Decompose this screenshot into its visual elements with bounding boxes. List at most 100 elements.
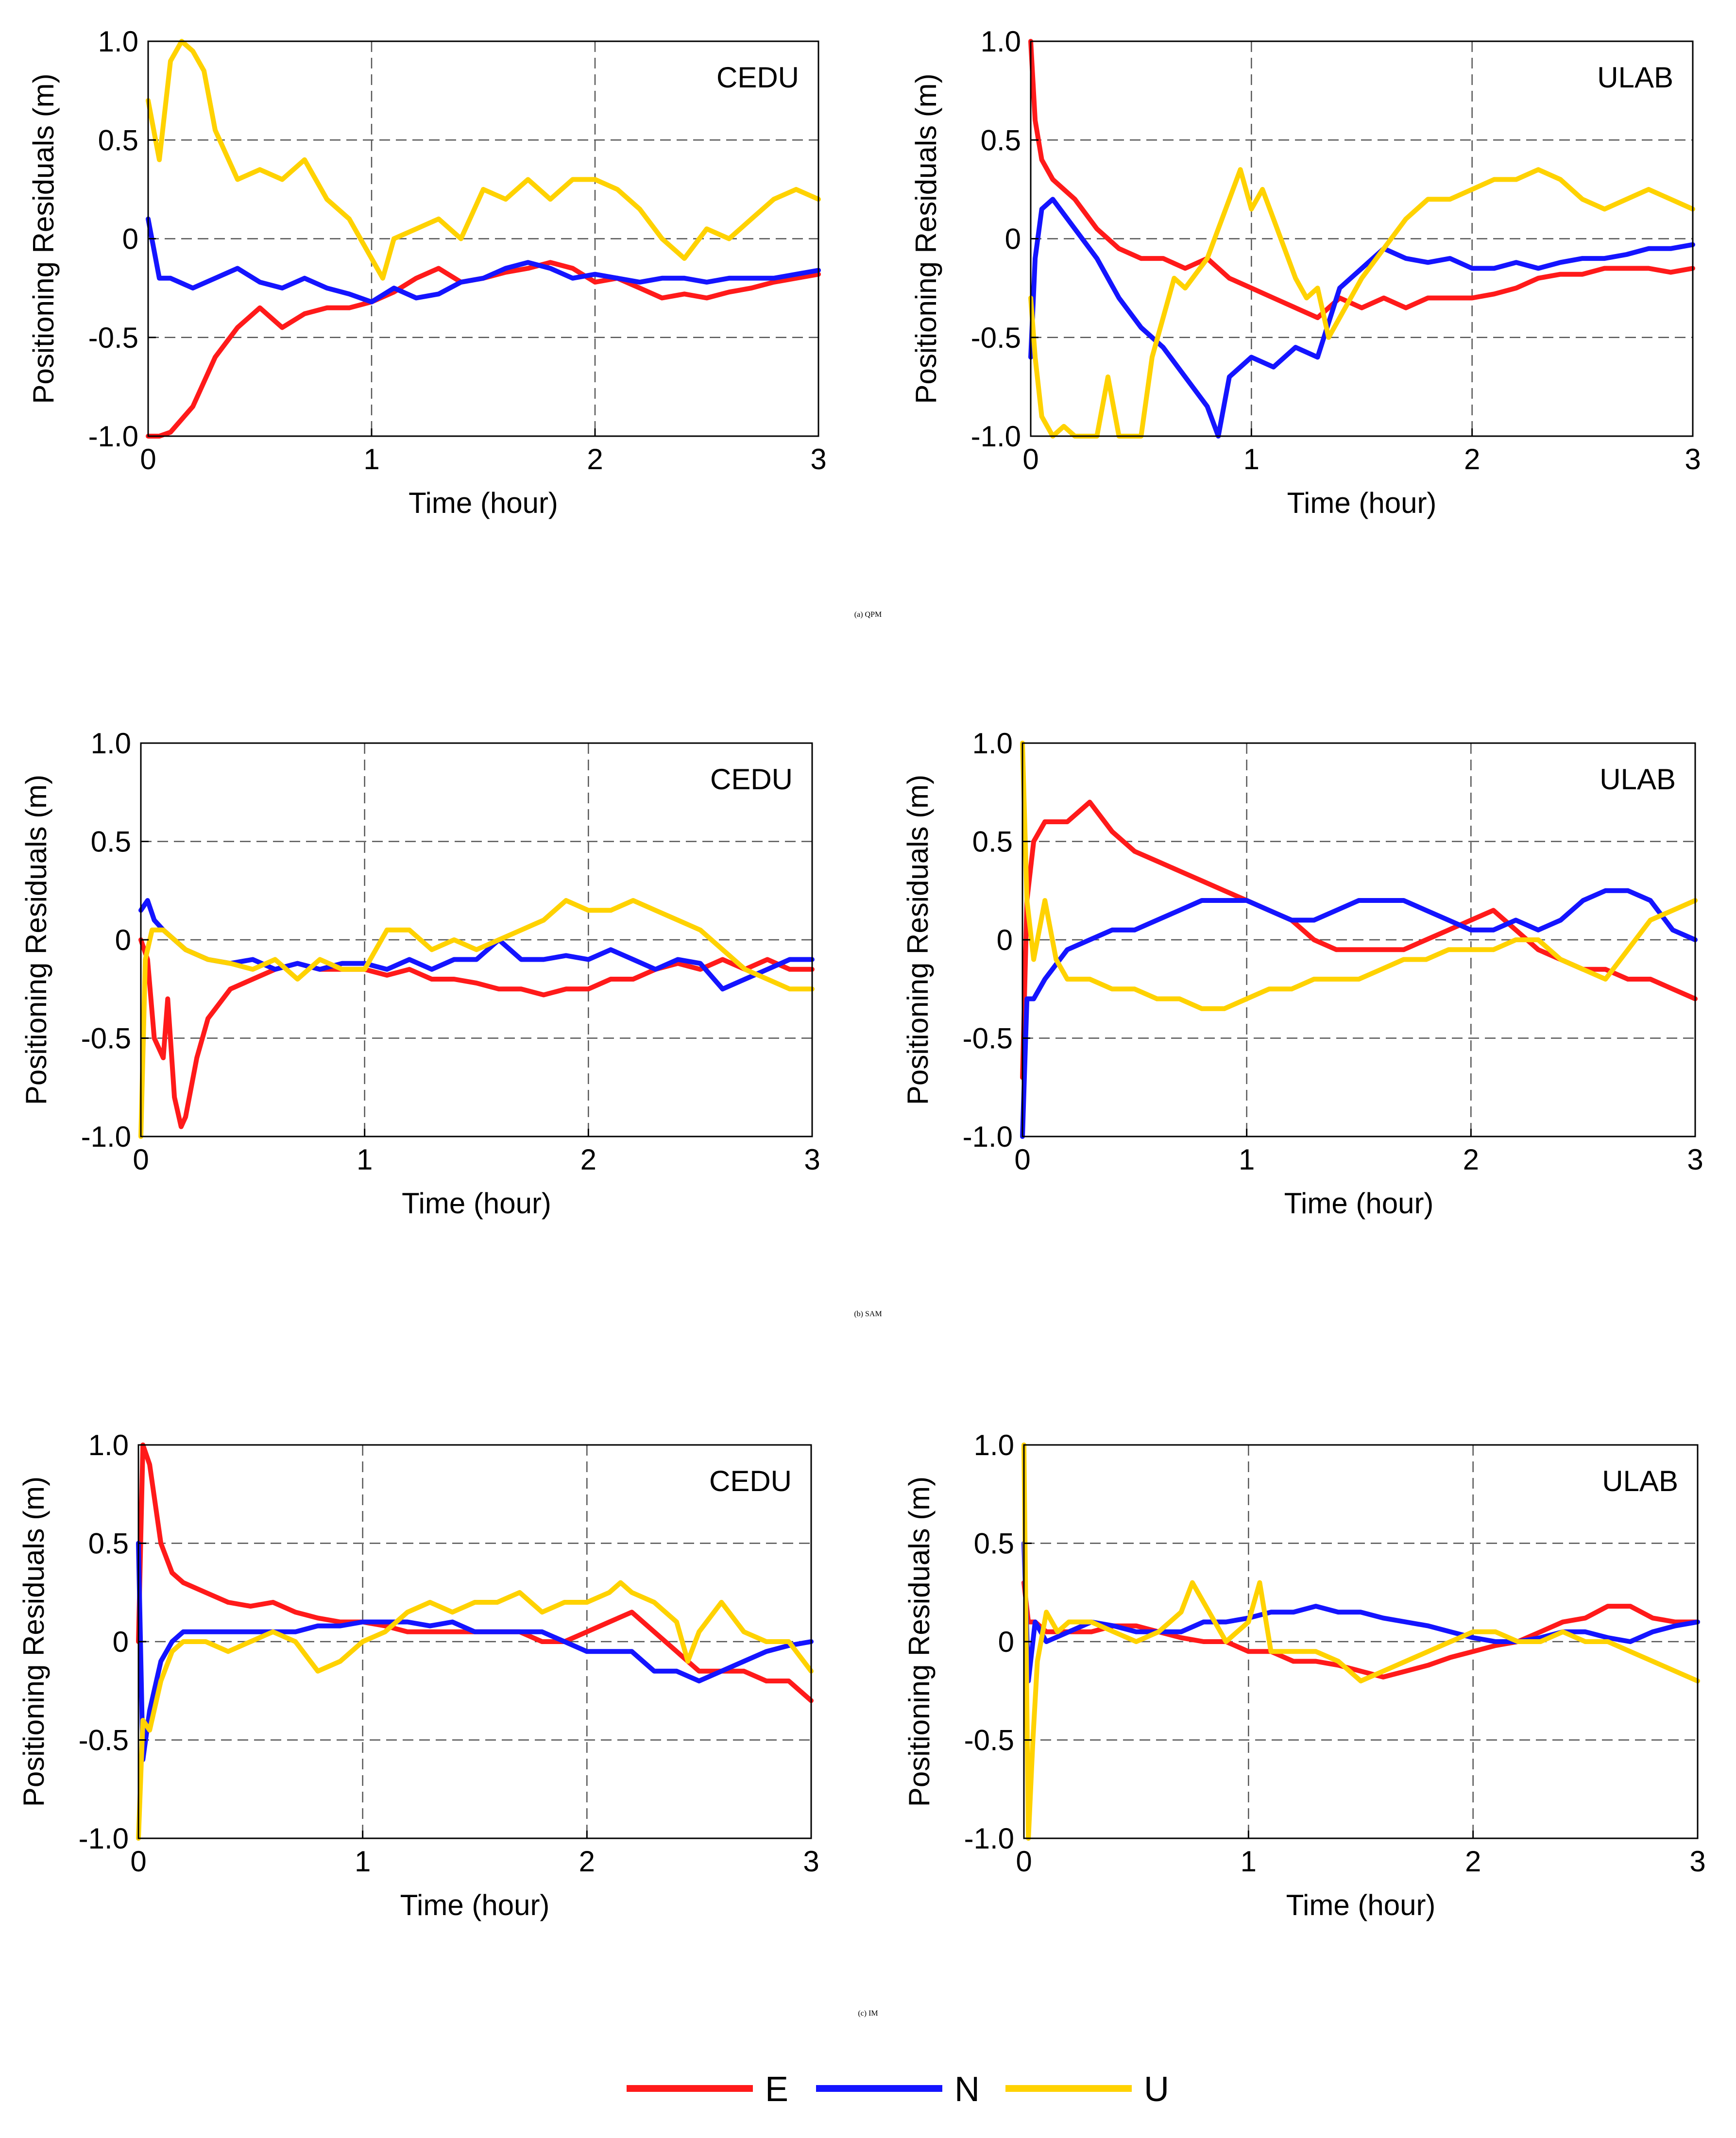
x-tick-label: 2 bbox=[1463, 1143, 1479, 1176]
caption-a: (a) QPM bbox=[854, 611, 882, 619]
station-label: ULAB bbox=[1602, 1465, 1678, 1497]
series-line-U bbox=[146, 39, 821, 281]
chart-panel-im-cedu: 0 1 2 3 1.0 0.5 0 -0.5 -1.0 Time (hour) Positionin… bbox=[17, 1429, 819, 1921]
chart-panel-sam-cedu: 0 1 2 3 1.0 0.5 0 -0.5 -1.0 Time (hour) Positionin… bbox=[20, 727, 820, 1220]
y-axis-label: Positioning Residuals (m) bbox=[20, 775, 52, 1105]
y-tick-label: 0 bbox=[997, 924, 1013, 956]
y-tick-label: -1.0 bbox=[88, 420, 138, 453]
chart-panel-im-ulab: 0 1 2 3 1.0 0.5 0 -0.5 -1.0 Time (hour) Positionin… bbox=[903, 1429, 1706, 1921]
caption-open-paren: ( bbox=[854, 1310, 856, 1318]
y-tick-label: -1.0 bbox=[81, 1120, 131, 1153]
x-tick-label: 0 bbox=[140, 443, 156, 475]
y-tick-label: 0.5 bbox=[98, 124, 138, 156]
y-tick-label: 1.0 bbox=[972, 727, 1013, 760]
y-tick-label: -0.5 bbox=[88, 322, 138, 354]
x-tick-label: 3 bbox=[804, 1143, 820, 1176]
station-label: ULAB bbox=[1600, 763, 1676, 796]
x-tick-label: 3 bbox=[810, 443, 826, 475]
caption-c: (c) IM bbox=[858, 2009, 878, 2018]
y-tick-label: -0.5 bbox=[963, 1022, 1013, 1055]
x-tick-label: 3 bbox=[1685, 443, 1701, 475]
x-tick-label: 2 bbox=[1465, 1845, 1481, 1878]
x-tick-label: 2 bbox=[587, 443, 603, 475]
y-tick-label: 0.5 bbox=[88, 1527, 129, 1560]
y-axis-label: Positioning Residuals (m) bbox=[910, 73, 942, 404]
series-line-N bbox=[136, 1541, 814, 1762]
x-tick-label: 0 bbox=[133, 1143, 149, 1176]
y-axis-label: Positioning Residuals (m) bbox=[27, 73, 60, 404]
x-axis-label: Time (hour) bbox=[1284, 1187, 1434, 1220]
y-tick-label: 0 bbox=[1005, 223, 1021, 255]
caption-letter: b bbox=[857, 1310, 861, 1318]
series-line-E bbox=[1028, 39, 1695, 321]
series-line-N bbox=[1020, 888, 1698, 1139]
legend-label-N: N bbox=[954, 2070, 980, 2109]
y-tick-label: 1.0 bbox=[981, 25, 1021, 58]
x-axis-label: Time (hour) bbox=[1286, 1889, 1436, 1921]
caption-open-paren: ( bbox=[858, 2009, 860, 2018]
y-tick-label: 0 bbox=[115, 924, 131, 956]
x-tick-label: 2 bbox=[1464, 443, 1480, 475]
y-tick-label: 0 bbox=[122, 223, 138, 255]
y-axis-label: Positioning Residuals (m) bbox=[17, 1476, 50, 1807]
station-label: CEDU bbox=[710, 763, 793, 796]
station-label: CEDU bbox=[716, 61, 799, 94]
y-axis-label: Positioning Residuals (m) bbox=[903, 1476, 936, 1807]
x-tick-label: 3 bbox=[1689, 1845, 1705, 1878]
series-line-U bbox=[1020, 741, 1698, 1011]
y-tick-label: -1.0 bbox=[971, 420, 1021, 453]
chart-panel-qpm-ulab: 0 1 2 3 1.0 0.5 0 -0.5 -1.0 Time (hour) Positionin… bbox=[910, 25, 1701, 519]
y-tick-label: 1.0 bbox=[88, 1429, 129, 1461]
x-axis-label: Time (hour) bbox=[400, 1889, 550, 1921]
y-tick-label: 0.5 bbox=[91, 826, 131, 858]
y-tick-label: 1.0 bbox=[974, 1429, 1014, 1461]
x-tick-label: 1 bbox=[1241, 1845, 1257, 1878]
legend-label-U: U bbox=[1144, 2070, 1169, 2109]
x-tick-label: 0 bbox=[130, 1845, 146, 1878]
series-line-N bbox=[146, 216, 821, 305]
series-line-U bbox=[138, 898, 815, 1139]
y-tick-label: 0 bbox=[998, 1626, 1014, 1658]
y-tick-label: 1.0 bbox=[98, 25, 138, 58]
caption-b: (b) SAM bbox=[854, 1310, 882, 1318]
caption-method: ) QPM bbox=[860, 611, 882, 619]
series-line-E bbox=[138, 937, 815, 1129]
y-tick-label: -0.5 bbox=[79, 1724, 129, 1757]
x-tick-label: 0 bbox=[1016, 1845, 1032, 1878]
x-axis-label: Time (hour) bbox=[408, 487, 558, 519]
y-tick-label: -1.0 bbox=[79, 1822, 129, 1855]
x-tick-label: 1 bbox=[357, 1143, 373, 1176]
y-tick-label: 0.5 bbox=[981, 124, 1021, 156]
y-tick-label: -1.0 bbox=[964, 1822, 1014, 1855]
x-tick-label: 0 bbox=[1014, 1143, 1030, 1176]
x-tick-label: 2 bbox=[579, 1845, 595, 1878]
caption-method: ) SAM bbox=[861, 1310, 882, 1318]
legend-label-E: E bbox=[765, 2070, 788, 2109]
series-line-U bbox=[136, 1580, 814, 1841]
station-label: ULAB bbox=[1597, 61, 1673, 94]
x-tick-label: 2 bbox=[580, 1143, 596, 1176]
x-axis-label: Time (hour) bbox=[402, 1187, 551, 1220]
station-label: CEDU bbox=[709, 1465, 792, 1497]
chart-panel-qpm-cedu: 0 1 2 3 1.0 0.5 0 -0.5 -1.0 Time (hour) Positionin… bbox=[27, 25, 827, 519]
y-tick-label: -1.0 bbox=[963, 1120, 1013, 1153]
series-line-U bbox=[1021, 1442, 1700, 1841]
y-tick-label: 0.5 bbox=[972, 826, 1013, 858]
x-tick-label: 1 bbox=[355, 1845, 371, 1878]
x-tick-label: 3 bbox=[1687, 1143, 1703, 1176]
series-line-N bbox=[1028, 197, 1695, 439]
x-axis-label: Time (hour) bbox=[1287, 487, 1437, 519]
x-tick-label: 0 bbox=[1022, 443, 1038, 475]
y-tick-label: -0.5 bbox=[964, 1724, 1014, 1757]
y-tick-label: 0 bbox=[113, 1626, 129, 1658]
caption-method: ) IM bbox=[864, 2009, 878, 2018]
x-tick-label: 1 bbox=[1243, 443, 1259, 475]
caption-letter: c bbox=[861, 2009, 864, 2018]
caption-letter: a bbox=[857, 611, 860, 619]
series-line-E bbox=[1021, 1580, 1700, 1680]
x-tick-label: 3 bbox=[803, 1845, 819, 1878]
caption-open-paren: ( bbox=[854, 611, 857, 619]
y-tick-label: 0.5 bbox=[974, 1527, 1014, 1560]
